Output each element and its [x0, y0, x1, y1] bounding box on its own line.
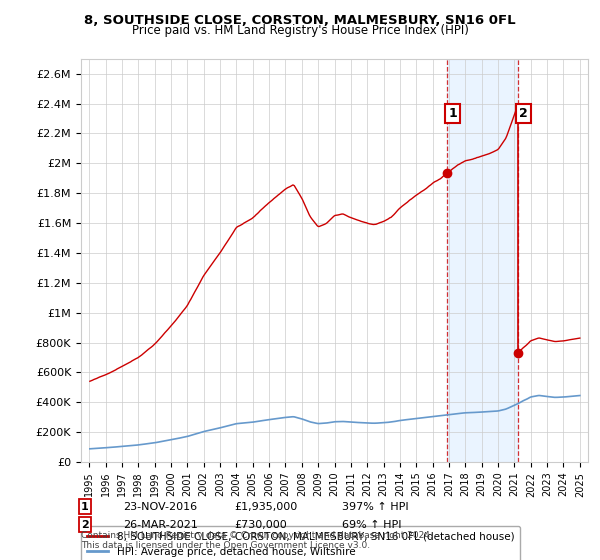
Text: 1: 1	[448, 107, 457, 120]
Text: 2: 2	[519, 107, 528, 120]
Text: £730,000: £730,000	[234, 520, 287, 530]
Text: Contains HM Land Registry data © Crown copyright and database right 2024.
This d: Contains HM Land Registry data © Crown c…	[81, 530, 433, 550]
Bar	[448, 59, 518, 462]
Text: 1: 1	[81, 502, 89, 512]
Legend: 8, SOUTHSIDE CLOSE, CORSTON, MALMESBURY, SN16 0FL (detached house), HPI: Average: 8, SOUTHSIDE CLOSE, CORSTON, MALMESBURY,…	[81, 526, 520, 560]
Text: £1,935,000: £1,935,000	[234, 502, 297, 512]
Text: 23-NOV-2016: 23-NOV-2016	[123, 502, 197, 512]
Text: 2: 2	[81, 520, 89, 530]
Text: 69% ↑ HPI: 69% ↑ HPI	[342, 520, 401, 530]
Text: 8, SOUTHSIDE CLOSE, CORSTON, MALMESBURY, SN16 0FL: 8, SOUTHSIDE CLOSE, CORSTON, MALMESBURY,…	[84, 14, 516, 27]
Text: 397% ↑ HPI: 397% ↑ HPI	[342, 502, 409, 512]
Text: Price paid vs. HM Land Registry's House Price Index (HPI): Price paid vs. HM Land Registry's House …	[131, 24, 469, 37]
Text: 26-MAR-2021: 26-MAR-2021	[123, 520, 198, 530]
